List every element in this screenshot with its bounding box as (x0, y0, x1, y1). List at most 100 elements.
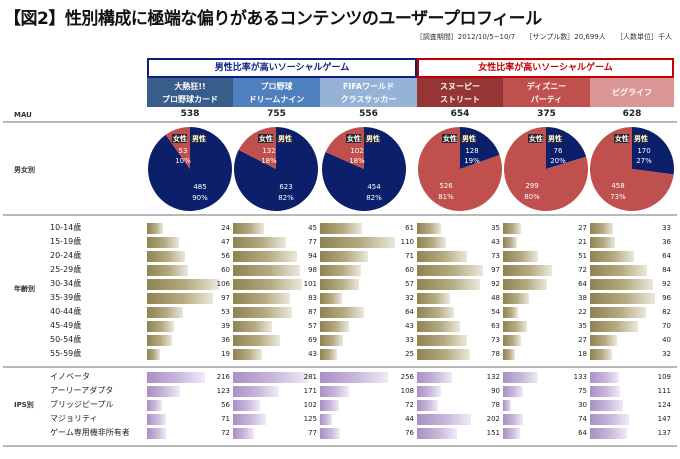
ips-value: 125 (303, 415, 317, 423)
age-bar (503, 349, 516, 360)
age-value: 53 (221, 308, 230, 316)
age-value: 71 (405, 252, 414, 260)
page-title: 【図2】性別構成に極端な偏りがあるコンテンツのユーザープロフィール (4, 9, 542, 29)
column-header: 大熱狂!! プロ野球カード (147, 78, 233, 107)
ips-bar (590, 372, 620, 383)
ips-group-label: アーリーアダプタ (50, 386, 114, 395)
ips-bar (147, 428, 167, 439)
ips-value: 78 (491, 401, 500, 409)
age-value: 19 (221, 350, 230, 358)
ips-value: 256 (400, 373, 414, 381)
age-value: 24 (221, 224, 230, 232)
age-value: 97 (221, 294, 230, 302)
age-group-label: 50-54歳 (50, 335, 82, 344)
pie-legend-male: 男性 (278, 134, 292, 143)
column-header: ディズニー パーティ (503, 78, 590, 107)
age-bar (147, 321, 174, 332)
age-bar (233, 349, 263, 360)
mau-value: 654 (450, 109, 470, 119)
pie-legend-female: 女性 (259, 134, 273, 143)
ips-bar (233, 386, 279, 397)
pie-female-value: 132 (262, 147, 275, 155)
age-bar (503, 265, 553, 276)
age-value: 22 (578, 308, 587, 316)
ips-value: 102 (303, 401, 317, 409)
ips-value: 216 (216, 373, 230, 381)
group-label-male: 男性比率が高いソーシャルゲーム (147, 58, 417, 78)
age-bar (147, 223, 164, 234)
age-bar (233, 223, 264, 234)
column-header: プロ野球 ドリームナイン (233, 78, 320, 107)
row-label-gender: 男女別 (14, 166, 35, 174)
age-bar (233, 237, 286, 248)
column-name-line2: プロ野球カード (162, 94, 218, 104)
age-value: 82 (662, 308, 671, 316)
age-value: 32 (662, 350, 671, 358)
age-bar (147, 293, 214, 304)
age-bar (320, 223, 362, 234)
age-bar (503, 307, 518, 318)
age-bar (417, 335, 467, 346)
age-bar (417, 237, 447, 248)
pie-female-pct: 80% (524, 193, 540, 201)
ips-value: 90 (491, 387, 500, 395)
pie-legend-male-bg (191, 134, 206, 143)
age-value: 48 (491, 294, 500, 302)
ips-value: 30 (578, 401, 587, 409)
ips-bar (417, 400, 438, 411)
ips-value: 72 (221, 429, 230, 437)
age-bar (503, 251, 538, 262)
age-value: 87 (308, 308, 317, 316)
ips-group-label: ゲーム専用機非所有者 (50, 428, 130, 437)
pie-male-value: 623 (279, 183, 292, 191)
ips-value: 56 (221, 401, 230, 409)
age-bar (590, 251, 634, 262)
column-name-line2: クラスサッカー (340, 94, 397, 104)
ips-bar (320, 386, 349, 397)
pie-female-value: 526 (439, 182, 453, 190)
age-value: 40 (662, 336, 671, 344)
age-group-label: 55-59歳 (50, 349, 82, 358)
ips-bar (233, 372, 308, 383)
age-bar (320, 349, 338, 360)
pie-male-pct: 82% (366, 194, 382, 202)
ips-value: 111 (657, 387, 671, 395)
pie-legend-male: 男性 (192, 134, 206, 143)
ips-value: 71 (221, 415, 230, 423)
age-value: 70 (662, 322, 671, 330)
pie-legend-male: 男性 (548, 134, 562, 143)
pie-female-pct: 73% (610, 193, 626, 201)
age-bar (503, 237, 518, 248)
age-bar (503, 335, 522, 346)
pie-legend-female-bg (258, 134, 273, 143)
age-value: 92 (491, 280, 500, 288)
ips-bar (233, 428, 254, 439)
ips-bar (417, 414, 471, 425)
ips-bar (320, 372, 389, 383)
age-bar (417, 307, 454, 318)
pie-slice-female (590, 127, 674, 211)
pie-male-value: 170 (637, 147, 650, 155)
pie-legend-male-bg (547, 134, 562, 143)
column-name-line1: ディズニー (526, 81, 567, 91)
age-bar (233, 335, 281, 346)
mau-value: 538 (180, 109, 200, 119)
pie-legend-female-bg (528, 134, 543, 143)
mau-value: 628 (622, 109, 642, 119)
age-bar (590, 237, 615, 248)
age-value: 36 (221, 336, 230, 344)
ips-bar (503, 386, 524, 397)
pie-male-pct: 82% (278, 194, 294, 202)
divider (3, 214, 677, 216)
age-bar (320, 237, 395, 248)
age-value: 43 (491, 238, 500, 246)
age-bar (590, 223, 613, 234)
age-value: 64 (578, 280, 587, 288)
pie-legend-male-bg (365, 134, 380, 143)
pie-male-pct: 27% (636, 157, 652, 165)
ips-group-label: ブリッジピープル (50, 400, 114, 409)
pie-female-pct: 18% (349, 157, 365, 165)
pie-female-pct: 18% (261, 157, 277, 165)
pie-legend-male-bg (633, 134, 648, 143)
group-label-female: 女性比率が高いソーシャルゲーム (417, 58, 674, 78)
